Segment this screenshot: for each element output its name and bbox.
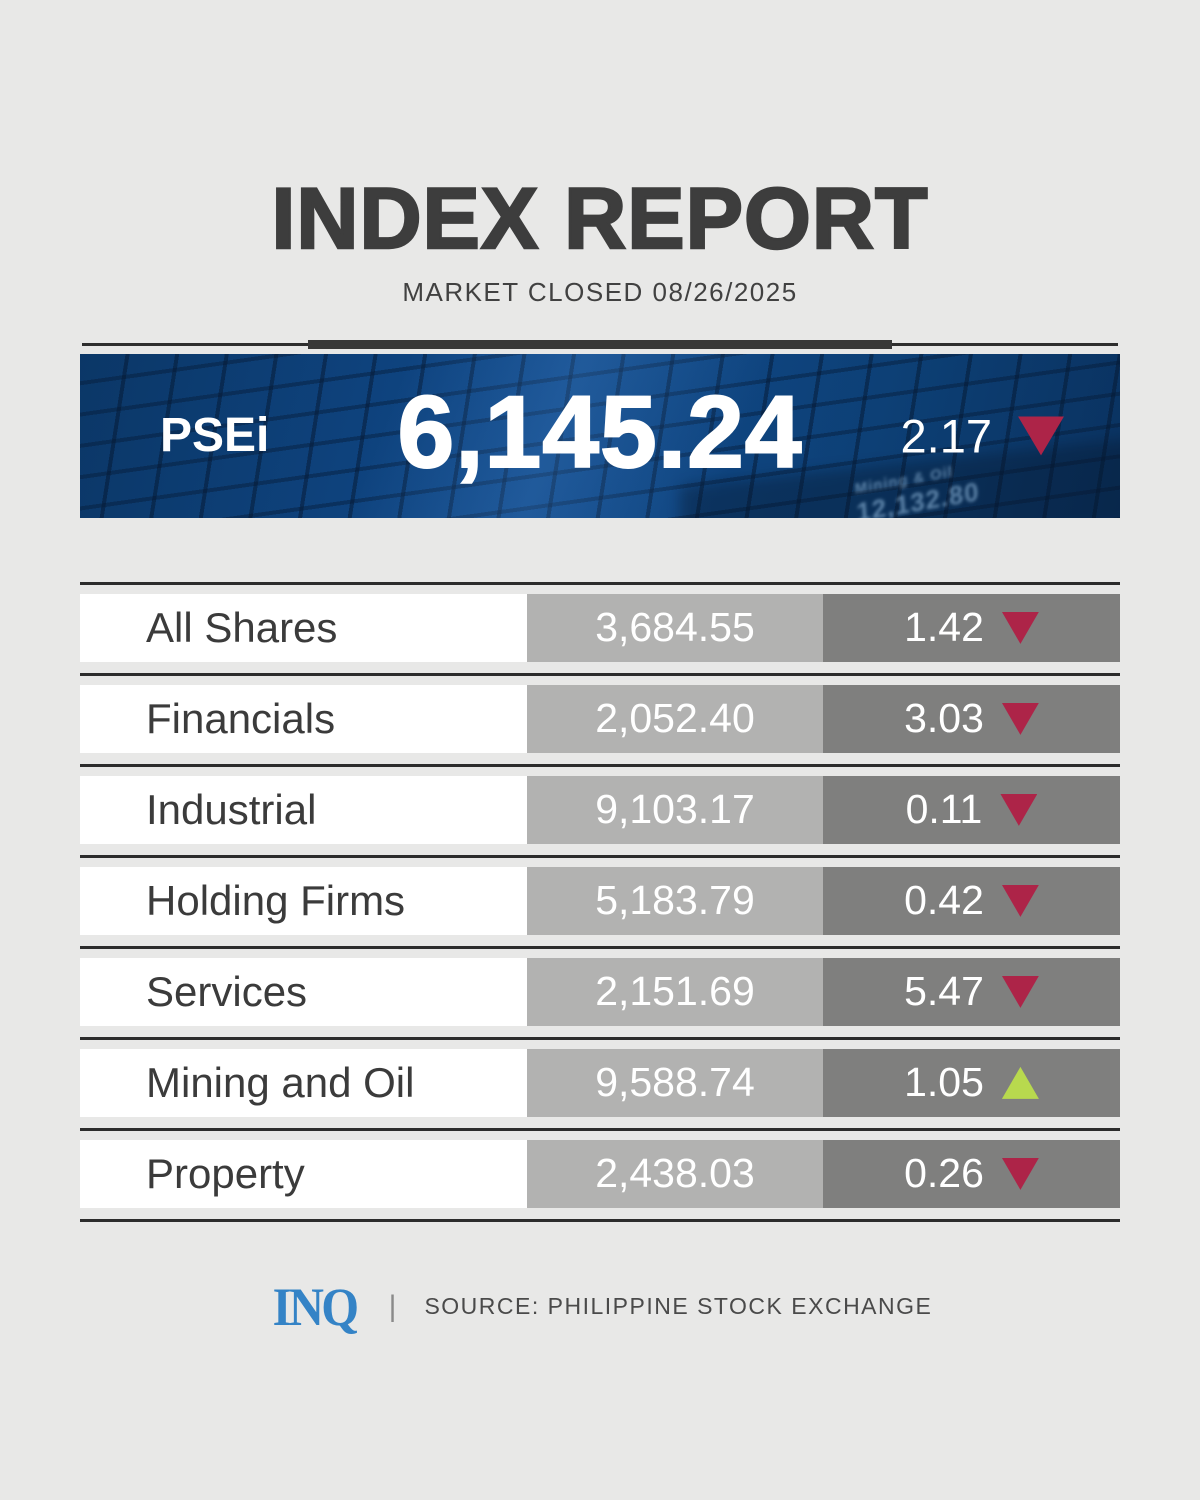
row-divider [80,1218,1120,1222]
table-row: Property 2,438.03 0.26 [80,1139,1120,1208]
row-divider [80,854,1120,858]
index-value: 2,151.69 [527,957,823,1026]
index-change: 1.42 [823,593,1120,662]
index-change: 0.26 [823,1139,1120,1208]
page-title: INDEX REPORT [270,171,929,267]
table-row: Industrial 9,103.17 0.11 [80,775,1120,844]
table-row: Financials 2,052.40 3.03 [80,684,1120,753]
row-divider [80,1036,1120,1040]
index-name: Industrial [80,775,527,844]
change-value: 0.11 [905,786,983,833]
change-value: 5.47 [904,968,984,1015]
title-divider [80,339,1120,349]
psei-banner: Mining & Oil 12,132.80 PSEi 6,145.24 2.1… [80,353,1120,518]
index-change: 3.03 [823,684,1120,753]
row-divider [80,672,1120,676]
source-text: SOURCE: PHILIPPINE STOCK EXCHANGE [424,1293,933,1320]
index-value: 5,183.79 [527,866,823,935]
table-row: All Shares 3,684.55 1.42 [80,593,1120,662]
change-value: 0.26 [904,1150,984,1197]
row-divider [80,581,1120,585]
direction-triangle-icon [1001,1066,1039,1099]
index-change: 5.47 [823,957,1120,1026]
index-value: 3,684.55 [527,593,823,662]
direction-triangle-icon [1001,884,1039,917]
psei-value: 6,145.24 [396,374,803,490]
index-name: Property [80,1139,527,1208]
psei-change: 2.17 [901,408,1064,463]
index-value: 9,588.74 [527,1048,823,1117]
index-value: 2,052.40 [527,684,823,753]
psei-banner-content: PSEi 6,145.24 2.17 [80,354,1120,518]
index-change: 0.11 [823,775,1120,844]
change-value: 3.03 [904,695,984,742]
direction-triangle-icon [1000,793,1038,826]
psei-change-value: 2.17 [900,409,992,463]
footer-separator: | [388,1289,397,1323]
change-value: 0.42 [904,877,984,924]
change-value: 1.05 [904,1059,984,1106]
table-row: Holding Firms 5,183.79 0.42 [80,866,1120,935]
index-name: Financials [80,684,527,753]
index-value: 9,103.17 [527,775,823,844]
row-divider [80,763,1120,767]
index-name: Holding Firms [80,866,527,935]
index-value: 2,438.03 [527,1139,823,1208]
index-change: 0.42 [823,866,1120,935]
index-table: All Shares 3,684.55 1.42 Financials 2,05… [80,581,1120,1222]
down-triangle-icon [1018,416,1064,456]
page-subtitle: MARKET CLOSED 08/26/2025 [402,277,798,307]
title-divider-bar [308,339,892,349]
direction-triangle-icon [1001,611,1039,644]
row-divider [80,1127,1120,1131]
index-name: All Shares [80,593,527,662]
direction-triangle-icon [1001,1157,1039,1190]
header: INDEX REPORT MARKET CLOSED 08/26/2025 [0,0,1200,349]
direction-triangle-icon [1001,702,1039,735]
index-change: 1.05 [823,1048,1120,1117]
index-name: Mining and Oil [80,1048,527,1117]
row-divider [80,945,1120,949]
table-row: Services 2,151.69 5.47 [80,957,1120,1026]
table-row: Mining and Oil 9,588.74 1.05 [80,1048,1120,1117]
change-value: 1.42 [904,604,984,651]
index-name: Services [80,957,527,1026]
direction-triangle-icon [1001,975,1039,1008]
psei-label: PSEi [160,409,270,463]
inquirer-logo: INQ [272,1276,358,1337]
footer: INQ | SOURCE: PHILIPPINE STOCK EXCHANGE [0,1280,1200,1334]
